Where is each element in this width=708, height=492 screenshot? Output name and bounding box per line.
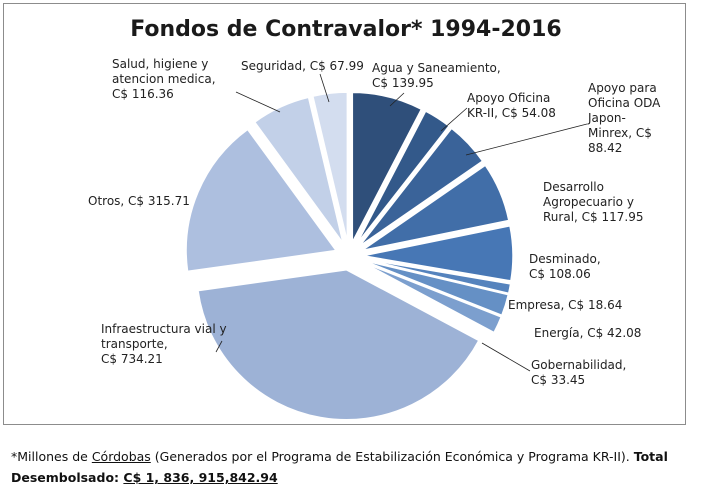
leader-line-gobernabilidad: [481, 342, 531, 372]
footnote-prefix: *Millones de: [11, 449, 92, 464]
pie-slices: [185, 91, 514, 421]
leader-line-agua-y-saneamiento: [389, 92, 405, 107]
pie-slice-desarrollo-agropecuario-y-rural: [361, 164, 510, 252]
footnote-middle: (Generados por el Programa de Estabiliza…: [150, 449, 634, 464]
pie-slice-energia: [362, 259, 510, 317]
footnote-currency: Córdobas: [91, 449, 151, 464]
pie-slice-otros: [185, 128, 338, 273]
slice-label-infraestructura-vial-y-transporte: Infraestructura vial y transporte, C$ 734.…: [101, 322, 227, 366]
slice-label-salud-higiene-y-atencion-medica: Salud, higiene y atencion medica, C$ 116.3…: [112, 57, 216, 101]
slice-label-apoyo-oficina-kr-ii: Apoyo Oficina KR-II, C$ 54.08: [467, 91, 556, 120]
pie-slice-agua-y-saneamiento: [351, 91, 423, 243]
footnote-total-label: Total Desembolsado:: [11, 449, 668, 485]
slice-label-desarrollo-agropecuario-y-rural: Desarrollo Agropecuario y Rural, C$ 117.95: [543, 180, 643, 224]
pie-slice-gobernabilidad: [361, 261, 503, 334]
slice-label-desminado: Desminado, C$ 108.06: [529, 252, 601, 281]
slice-label-energia: Energía, C$ 42.08: [534, 326, 641, 340]
pie-slice-apoyo-oficina-kr-ii: [355, 110, 451, 245]
pie-slice-apoyo-para-oficina-oda-japon-minrex: [358, 127, 484, 248]
pie-chart: Fondos de Contravalor* 1994-2016 Agua y …: [88, 17, 661, 421]
slice-label-otros: Otros, C$ 315.71: [88, 194, 190, 208]
slice-label-seguridad: Seguridad, C$ 67.99: [241, 59, 364, 73]
leader-line-apoyo-oficina-kr-ii: [440, 107, 468, 132]
leader-line-apoyo-para-oficina-oda-japon-minrex: [465, 123, 588, 156]
leader-line-seguridad: [319, 73, 330, 103]
chart-frame: Fondos de Contravalor* 1994-2016 Agua y …: [3, 3, 686, 425]
leader-line-infraestructura-vial-y-transporte: [215, 340, 223, 353]
pie-slice-salud-higiene-y-atencion-medica: [253, 96, 344, 244]
slice-label-agua-y-saneamiento: Agua y Saneamiento, C$ 139.95: [372, 61, 501, 90]
pie-slice-desminado: [362, 224, 514, 282]
slice-label-gobernabilidad: Gobernabilidad, C$ 33.45: [531, 358, 626, 387]
footnote-total-value: C$ 1, 836, 915,842.94: [123, 470, 278, 485]
pie-slice-empresa: [362, 258, 512, 295]
chart-title: Fondos de Contravalor* 1994-2016: [130, 17, 561, 42]
pie-slice-seguridad: [311, 91, 349, 243]
slice-label-apoyo-para-oficina-oda-japon-minrex: Apoyo para Oficina ODA Japon-Minrex, C$ 88.…: [587, 81, 661, 155]
slice-label-empresa: Empresa, C$ 18.64: [508, 298, 622, 312]
footnote: *Millones de Córdobas (Generados por el …: [11, 446, 701, 488]
leader-line-salud-higiene-y-atencion-medica: [235, 91, 281, 113]
pie-slice-infraestructura-vial-y-transporte: [197, 269, 480, 421]
